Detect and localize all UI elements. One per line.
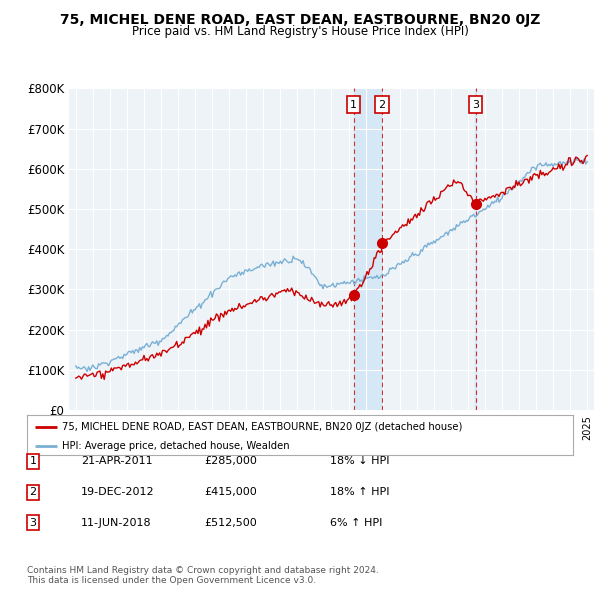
Text: 21-APR-2011: 21-APR-2011: [81, 457, 152, 466]
Bar: [353, 88, 382, 410]
Text: 19-DEC-2012: 19-DEC-2012: [81, 487, 155, 497]
Text: HPI: Average price, detached house, Wealden: HPI: Average price, detached house, Weal…: [62, 441, 290, 451]
Text: 1: 1: [350, 100, 357, 110]
Text: 6% ↑ HPI: 6% ↑ HPI: [330, 518, 382, 527]
Text: Contains HM Land Registry data © Crown copyright and database right 2024.
This d: Contains HM Land Registry data © Crown c…: [27, 566, 379, 585]
Text: 3: 3: [29, 518, 37, 527]
Text: 18% ↓ HPI: 18% ↓ HPI: [330, 457, 389, 466]
Text: 2: 2: [29, 487, 37, 497]
Text: 11-JUN-2018: 11-JUN-2018: [81, 518, 152, 527]
Text: 1: 1: [29, 457, 37, 466]
Bar: [475, 88, 476, 410]
Text: 75, MICHEL DENE ROAD, EAST DEAN, EASTBOURNE, BN20 0JZ: 75, MICHEL DENE ROAD, EAST DEAN, EASTBOU…: [60, 13, 540, 27]
Text: £415,000: £415,000: [204, 487, 257, 497]
Text: £285,000: £285,000: [204, 457, 257, 466]
Text: 75, MICHEL DENE ROAD, EAST DEAN, EASTBOURNE, BN20 0JZ (detached house): 75, MICHEL DENE ROAD, EAST DEAN, EASTBOU…: [62, 422, 463, 432]
Text: 2: 2: [379, 100, 386, 110]
Text: 3: 3: [472, 100, 479, 110]
Text: Price paid vs. HM Land Registry's House Price Index (HPI): Price paid vs. HM Land Registry's House …: [131, 25, 469, 38]
Text: £512,500: £512,500: [204, 518, 257, 527]
Text: 18% ↑ HPI: 18% ↑ HPI: [330, 487, 389, 497]
